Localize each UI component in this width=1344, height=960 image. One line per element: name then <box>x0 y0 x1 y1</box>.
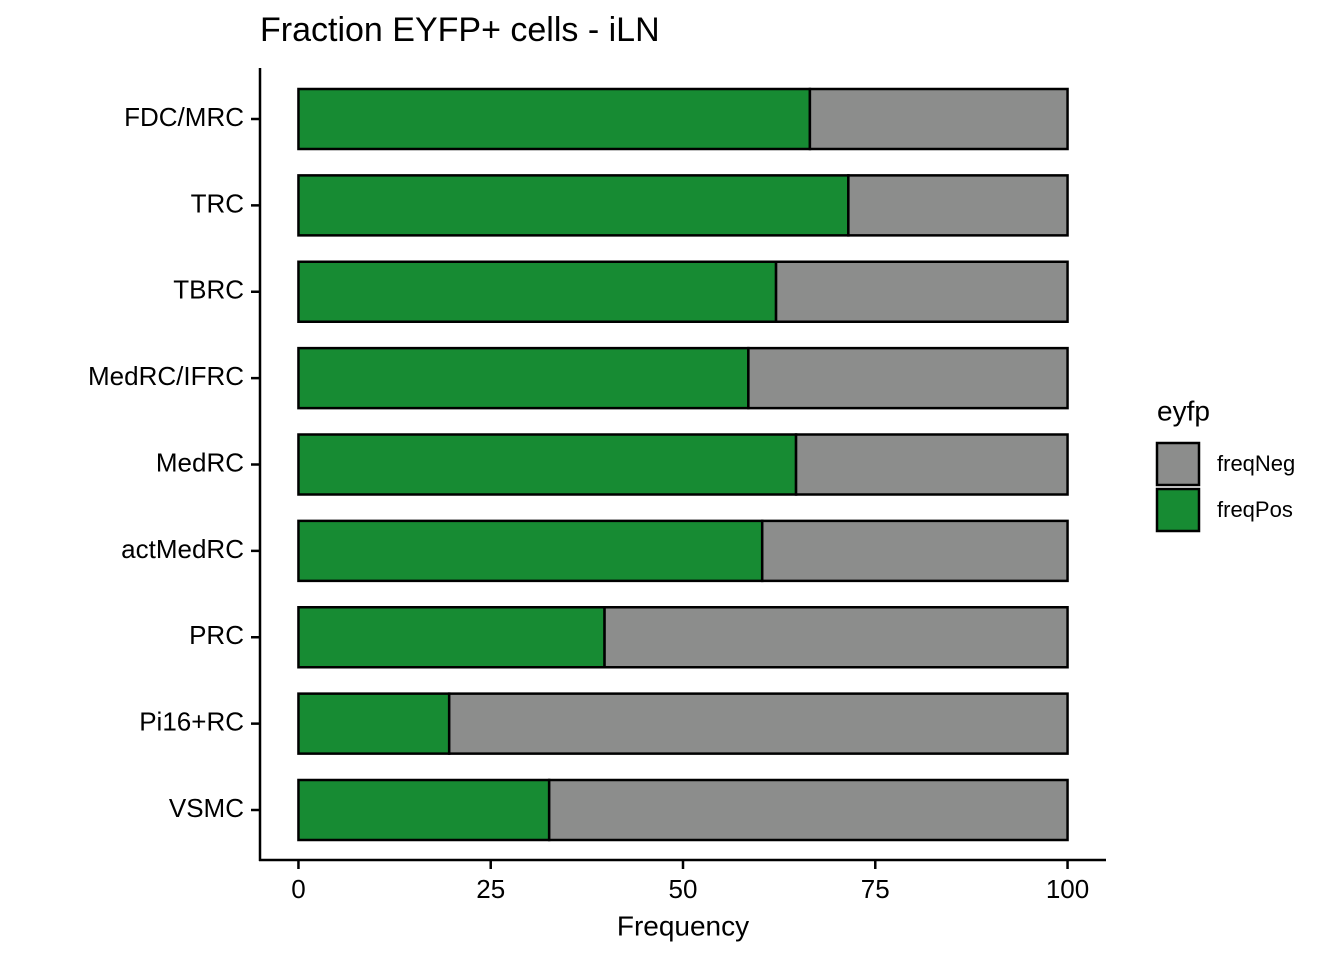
x-tick-label: 50 <box>669 874 698 904</box>
bar-segment <box>297 346 750 410</box>
bar-segment <box>297 778 551 842</box>
legend-label: freqPos <box>1217 497 1293 522</box>
x-tick-label: 0 <box>291 874 305 904</box>
bar-segment <box>747 346 1069 410</box>
bar-segment <box>808 87 1069 151</box>
legend-swatch <box>1155 441 1201 487</box>
x-tick-label: 100 <box>1046 874 1089 904</box>
y-tick-label: MedRC/IFRC <box>88 361 244 391</box>
chart-title: Fraction EYFP+ cells - iLN <box>260 11 660 49</box>
y-tick-label: MedRC <box>156 447 244 477</box>
x-tick-label: 25 <box>476 874 505 904</box>
bar-segment <box>297 433 798 496</box>
legend-swatch <box>1155 487 1201 533</box>
x-tick-label: 75 <box>861 874 890 904</box>
x-axis-label: Frequency <box>617 910 749 941</box>
y-tick-label: PRC <box>189 620 244 650</box>
bar-segment <box>794 433 1069 496</box>
bar-segment <box>447 692 1069 755</box>
legend-title: eyfp <box>1157 395 1210 426</box>
bar-segment <box>603 606 1069 669</box>
bar-segment <box>774 260 1069 323</box>
bar-segment <box>297 519 764 583</box>
bar-segment <box>297 692 451 755</box>
y-tick-label: TRC <box>191 188 244 218</box>
bar-segment <box>297 260 778 323</box>
y-tick-label: Pi16+RC <box>139 707 244 737</box>
y-tick-label: VSMC <box>169 793 244 823</box>
y-tick-label: FDC/MRC <box>124 102 244 132</box>
legend-label: freqNeg <box>1217 451 1295 476</box>
bar-segment <box>847 174 1069 237</box>
bar-segment <box>547 778 1069 842</box>
y-tick-label: TBRC <box>173 275 244 305</box>
bar-segment <box>297 606 606 669</box>
bar-segment <box>297 174 850 237</box>
bar-segment <box>297 87 812 151</box>
bar-segment <box>760 519 1069 583</box>
y-tick-label: actMedRC <box>121 534 244 564</box>
